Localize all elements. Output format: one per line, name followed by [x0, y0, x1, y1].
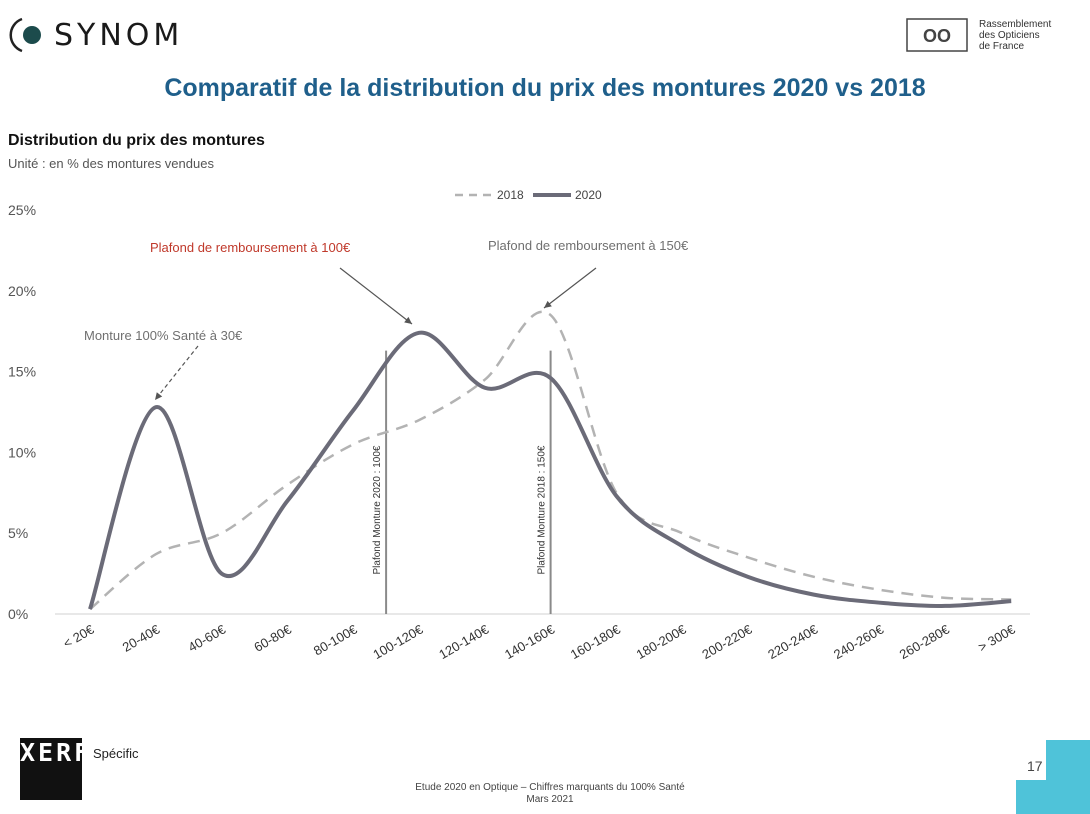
x-tick-label: 220-240€ — [765, 621, 821, 662]
legend-label-2018: 2018 — [497, 188, 524, 202]
synom-brand: SYNOM — [54, 17, 184, 53]
x-tick-label: 140-160€ — [502, 621, 558, 662]
x-tick-label: 20-40€ — [120, 621, 163, 655]
footer-text: Etude 2020 en Optique – Chiffres marquan… — [300, 782, 800, 806]
series-line-2020 — [88, 330, 1012, 610]
page-number: 17 — [1027, 758, 1043, 774]
footer-line-1: Etude 2020 en Optique – Chiffres marquan… — [415, 782, 685, 793]
corner-decoration — [1016, 740, 1090, 814]
x-tick-label: 180-200€ — [634, 621, 690, 662]
price-distribution-chart: 0% 5% 10% 15% 20% 25% < 20€ 20-40€ 40-60€ 60-80€ 8… — [8, 188, 1030, 662]
y-tick-label: 10% — [8, 444, 36, 460]
x-tick-label: 60-80€ — [251, 621, 294, 655]
y-tick-label: 0% — [8, 606, 28, 622]
annotation-text: Plafond de remboursement à 150€ — [488, 238, 689, 253]
footer-line-2: Mars 2021 — [526, 794, 574, 805]
x-tick-label: 120-140€ — [436, 621, 492, 662]
rof-line: des Opticiens — [979, 29, 1040, 41]
unit-label: Unité : en % des montures vendues — [8, 156, 214, 171]
reference-line-label: Plafond Monture 2020 : 100€ — [372, 445, 383, 574]
xerfi-specific-label: Spécific — [93, 746, 139, 761]
annotation-text: Plafond de remboursement à 100€ — [150, 240, 351, 255]
rof-line: Rassemblement — [979, 18, 1052, 30]
x-tick-label: 40-60€ — [186, 621, 229, 655]
annotation-text: Monture 100% Santé à 30€ — [84, 328, 243, 343]
annotation-arrow — [339, 267, 413, 325]
xerfi-logo-text: XERFI — [20, 738, 111, 767]
annotation-arrow — [154, 345, 199, 401]
annotation-arrowhead — [544, 300, 552, 308]
rof-logo: OO Rassemblement des Opticiens de France — [905, 12, 1075, 58]
reference-line-label: Plafond Monture 2018 : 150€ — [537, 445, 548, 574]
annotation-arrowhead — [155, 392, 163, 400]
y-tick-label: 5% — [8, 525, 28, 541]
page-title: Comparatif de la distribution du prix de… — [164, 74, 926, 102]
x-tick-label: 240-260€ — [831, 621, 887, 662]
x-tick-label: 100-120€ — [370, 621, 426, 662]
y-tick-label: 20% — [8, 283, 36, 299]
y-tick-label: 15% — [8, 364, 36, 380]
x-tick-label: 260-280€ — [897, 621, 953, 662]
annotation-arrowhead — [404, 316, 412, 324]
y-tick-label: 25% — [8, 202, 36, 218]
annotation-arrow — [543, 267, 597, 309]
xerfi-logo: XERFI — [20, 738, 107, 800]
x-tick-label: 200-220€ — [699, 621, 755, 662]
x-tick-label: 80-100€ — [311, 621, 360, 658]
x-tick-label: 160-180€ — [568, 621, 624, 662]
rof-logo-text: OO — [923, 26, 951, 46]
rof-line: de France — [979, 40, 1025, 52]
synom-logo-icon — [9, 17, 41, 53]
rof-label: Rassemblement des Opticiens de France — [979, 19, 1051, 52]
x-tick-label: > 300€ — [975, 621, 1018, 654]
synom-logo: SYNOM — [8, 14, 183, 56]
chart-subtitle: Distribution du prix des montures — [8, 132, 265, 149]
rof-logo-icon: OO — [906, 18, 968, 52]
legend-label-2020: 2020 — [575, 188, 602, 202]
x-tick-label: < 20€ — [61, 621, 98, 651]
